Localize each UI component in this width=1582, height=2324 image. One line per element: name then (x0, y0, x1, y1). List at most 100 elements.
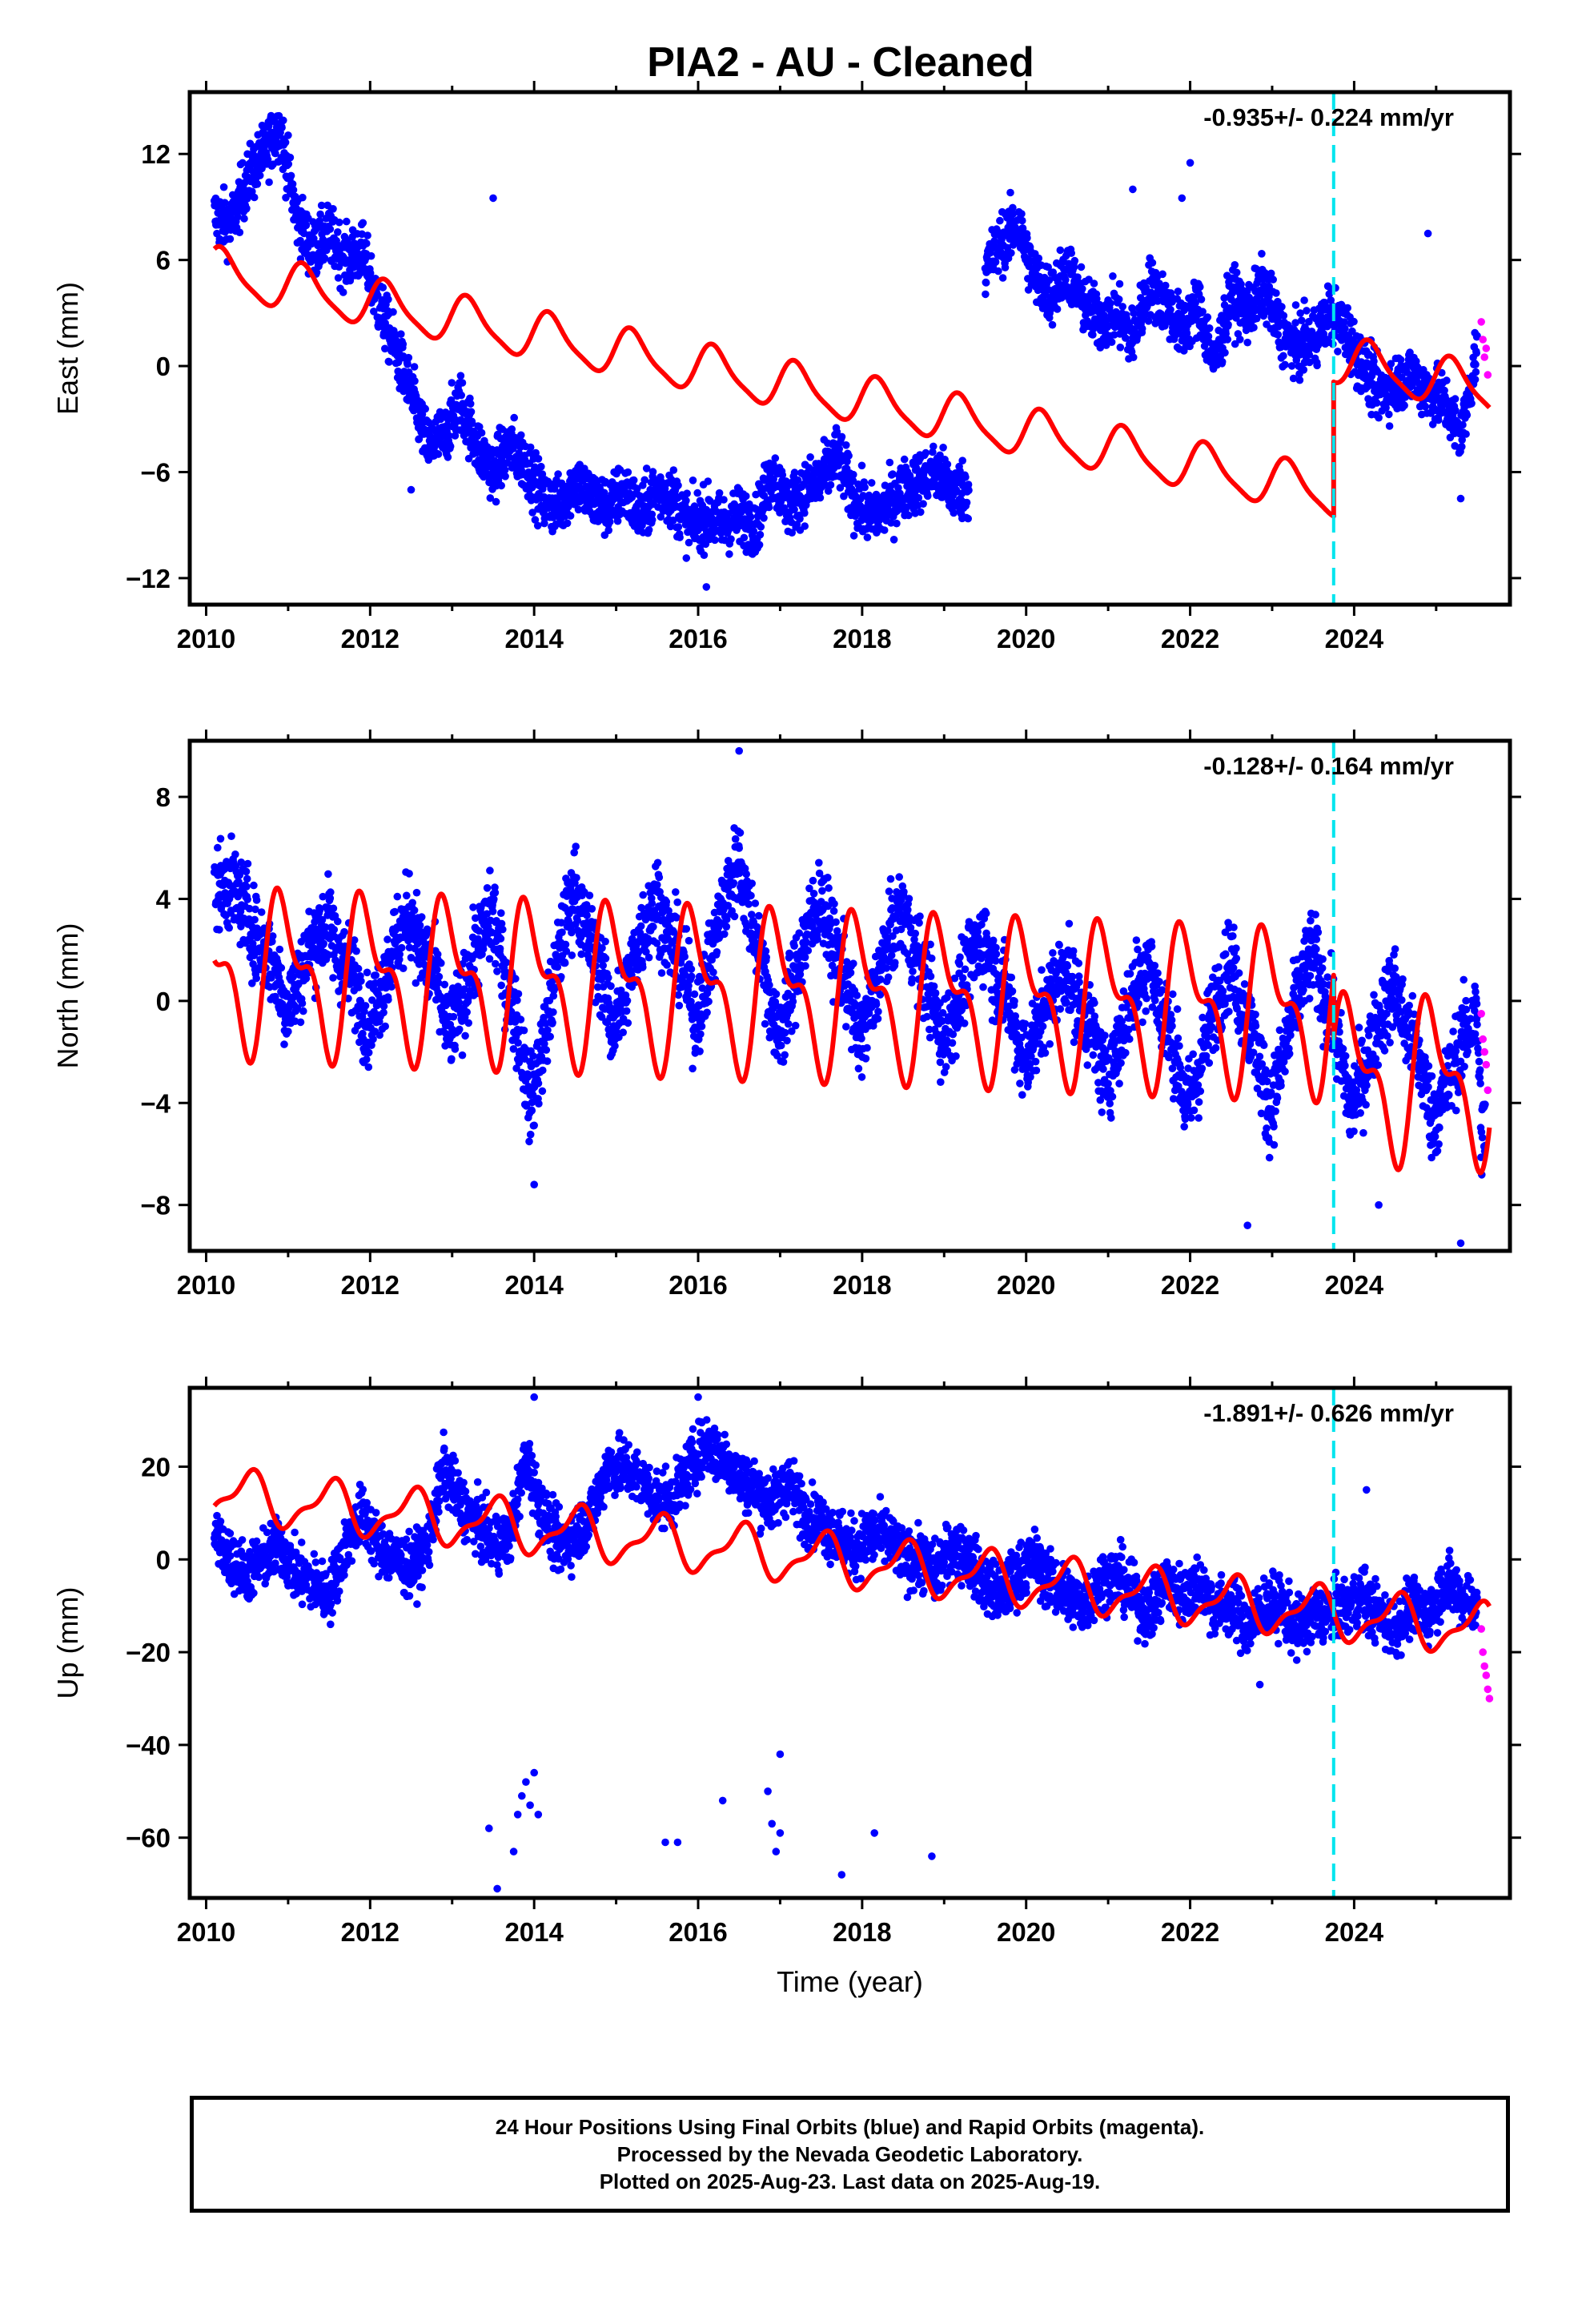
final-orbit-point (231, 862, 240, 870)
final-orbit-point (526, 1130, 535, 1139)
final-orbit-point (437, 959, 445, 967)
final-orbit-point (1056, 246, 1065, 255)
final-orbit-point (512, 975, 520, 983)
final-orbit-point (1400, 401, 1408, 410)
final-orbit-point (806, 453, 814, 461)
final-orbit-point (286, 153, 295, 162)
final-orbit-point (456, 372, 465, 380)
final-orbit-point (458, 1051, 467, 1059)
final-orbit-point (563, 519, 572, 528)
final-orbit-point (502, 959, 511, 967)
final-orbit-point (355, 983, 363, 991)
final-orbit-point (1375, 413, 1383, 422)
final-orbit-point (489, 466, 497, 474)
final-orbit-point (549, 1008, 557, 1016)
final-orbit-point (531, 516, 540, 524)
final-orbit-point (215, 926, 223, 934)
final-orbit-point (1267, 269, 1275, 278)
final-orbit-point (1245, 293, 1254, 302)
final-orbit-point (299, 1007, 307, 1015)
final-orbit-point (674, 481, 682, 489)
final-orbit-point (1382, 404, 1390, 412)
final-orbit-point (267, 111, 275, 120)
final-orbit-point (1340, 318, 1348, 326)
final-orbit-point (568, 928, 576, 937)
final-orbit-point (917, 508, 925, 517)
x-tick-label: 2012 (341, 624, 400, 653)
final-orbit-point (893, 519, 901, 528)
final-orbit-point (924, 492, 932, 501)
final-orbit-point (299, 193, 307, 202)
final-orbit-point (793, 476, 802, 485)
final-orbit-point (1045, 276, 1054, 284)
final-orbit-point (1120, 328, 1128, 336)
final-orbit-point (982, 290, 990, 299)
final-orbit-point (790, 505, 798, 514)
final-orbit-point (1385, 422, 1394, 430)
final-orbit-point (742, 492, 750, 501)
final-orbit-point (796, 515, 804, 523)
final-orbit-point (476, 423, 484, 431)
final-orbit-point (1387, 360, 1395, 368)
final-orbit-point (235, 870, 244, 879)
final-orbit-point (533, 521, 542, 530)
final-orbit-point (397, 330, 405, 339)
final-orbit-point (534, 455, 543, 463)
rapid-orbit-point (1480, 353, 1488, 361)
final-orbit-point (253, 180, 262, 188)
final-orbit-point (1231, 340, 1239, 348)
final-orbit-point (604, 526, 612, 534)
final-orbit-point (329, 204, 337, 213)
final-orbit-point (1199, 308, 1207, 316)
final-orbit-point (346, 980, 354, 988)
final-orbit-point (310, 235, 318, 243)
final-orbit-point (302, 221, 311, 230)
final-orbit-point (1070, 263, 1078, 271)
final-orbit-point (962, 473, 970, 481)
final-orbit-point (364, 1063, 373, 1072)
final-orbit-point (1269, 275, 1277, 283)
final-orbit-point (251, 905, 259, 914)
final-orbit-point (490, 895, 498, 903)
final-orbit-point (1463, 411, 1472, 420)
final-orbit-point (1243, 287, 1251, 296)
final-orbit-point (526, 443, 535, 452)
final-orbit-point (991, 258, 1000, 266)
final-orbit-point (407, 954, 416, 962)
final-orbit-outlier (1423, 229, 1432, 238)
final-orbit-point (1471, 376, 1480, 384)
final-orbit-point (529, 1051, 537, 1060)
final-orbit-point (562, 947, 571, 955)
final-orbit-point (765, 503, 773, 512)
final-orbit-point (1236, 336, 1244, 344)
final-orbit-point (440, 980, 449, 989)
final-orbit-point (528, 1107, 536, 1115)
final-orbit-point (321, 923, 330, 931)
final-orbit-point (962, 498, 971, 507)
final-orbit-point (756, 530, 765, 539)
final-orbit-point (486, 494, 495, 502)
final-orbit-point (1204, 332, 1213, 340)
final-orbit-point (1162, 281, 1170, 290)
final-orbit-point (214, 843, 222, 852)
final-orbit-point (227, 832, 235, 840)
final-orbit-point (682, 497, 690, 505)
final-orbit-point (508, 425, 516, 433)
final-orbit-point (319, 892, 327, 901)
final-orbit-point (964, 480, 973, 489)
final-orbit-point (1090, 279, 1098, 287)
final-orbit-point (1018, 216, 1026, 225)
final-orbit-point (1341, 324, 1349, 333)
final-orbit-point (525, 1137, 533, 1146)
final-orbit-point (1440, 386, 1448, 395)
final-orbit-point (359, 219, 367, 227)
final-orbit-point (363, 231, 371, 239)
x-tick-label: 2024 (1325, 624, 1384, 653)
final-orbit-point (1250, 324, 1258, 332)
final-orbit-point (391, 907, 399, 916)
final-orbit-point (412, 979, 420, 987)
final-orbit-point (1174, 287, 1182, 296)
final-orbit-point (457, 391, 465, 400)
final-orbit-point (492, 959, 500, 968)
final-orbit-outlier (489, 194, 497, 203)
